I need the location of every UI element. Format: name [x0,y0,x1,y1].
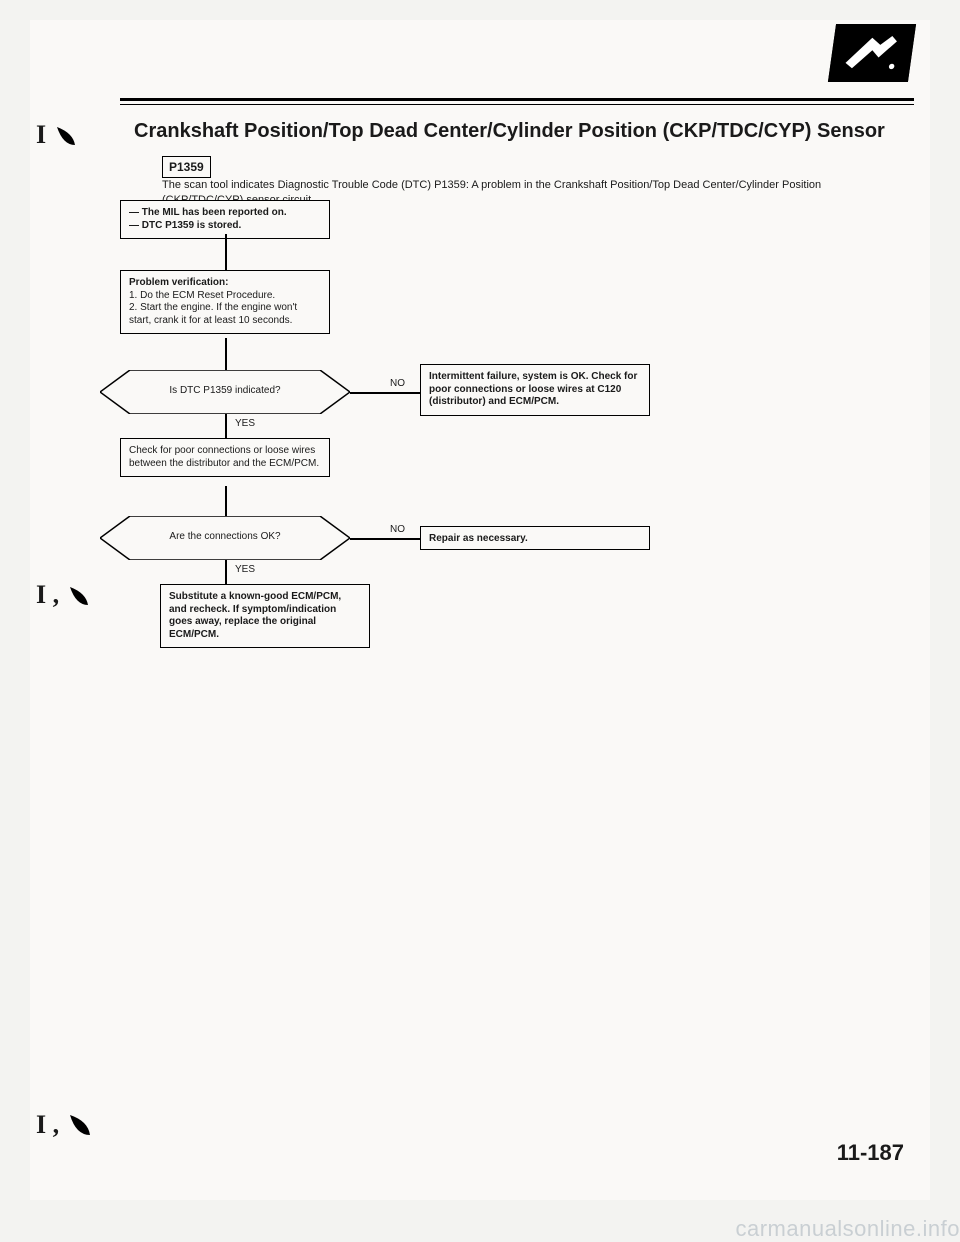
flow-start-l2: — DTC P1359 is stored. [129,220,321,233]
label-yes: YES [235,418,255,429]
margin-mark-1: I [36,120,77,150]
flow-check-box: Check for poor connections or loose wire… [120,438,330,477]
dtc-code-box: P1359 [162,156,211,178]
connector [225,560,227,584]
label-yes: YES [235,564,255,575]
margin-mark-text: I , [36,1110,59,1139]
margin-mark-text: I [36,120,46,149]
flow-start-l1: — The MIL has been reported on. [129,207,321,220]
flow-decision-dtc: Is DTC P1359 indicated? [100,370,350,414]
watermark: carmanualsonline.info [735,1216,960,1242]
connector [350,538,420,540]
connector [225,414,227,438]
label-no: NO [390,524,405,535]
connector [225,234,227,270]
connector [350,392,420,394]
flow-decision-connections: Are the connections OK? [100,516,350,560]
rule-thin [120,104,914,105]
flow-intermittent-box: Intermittent failure, system is OK. Chec… [420,364,650,416]
flow-verify-title: Problem verification: [129,277,228,288]
connector [225,486,227,516]
flow-verify-s2: 2. Start the engine. If the engine won't… [129,302,321,327]
flow-repair-box: Repair as necessary. [420,526,650,550]
flow-decision-dtc-text: Is DTC P1359 indicated? [100,385,350,396]
connector [225,338,227,370]
manual-page: I I , I , Crankshaft Position/Top Dead C… [30,20,930,1200]
margin-mark-2: I , [36,580,90,610]
page-title: Crankshaft Position/Top Dead Center/Cyli… [134,120,914,143]
flow-verify-s1: 1. Do the ECM Reset Procedure. [129,290,321,303]
header-logo-icon [828,24,916,82]
flow-decision-connections-text: Are the connections OK? [100,531,350,542]
flowchart: — The MIL has been reported on. — DTC P1… [100,200,750,720]
margin-mark-text: I , [36,580,59,609]
label-no: NO [390,378,405,389]
margin-mark-3: I , [36,1110,92,1140]
flow-substitute-box: Substitute a known-good ECM/PCM, and rec… [160,584,370,648]
page-number: 11-187 [837,1140,904,1166]
rule-thick [120,98,914,101]
flow-verify-box: Problem verification: 1. Do the ECM Rese… [120,270,330,334]
